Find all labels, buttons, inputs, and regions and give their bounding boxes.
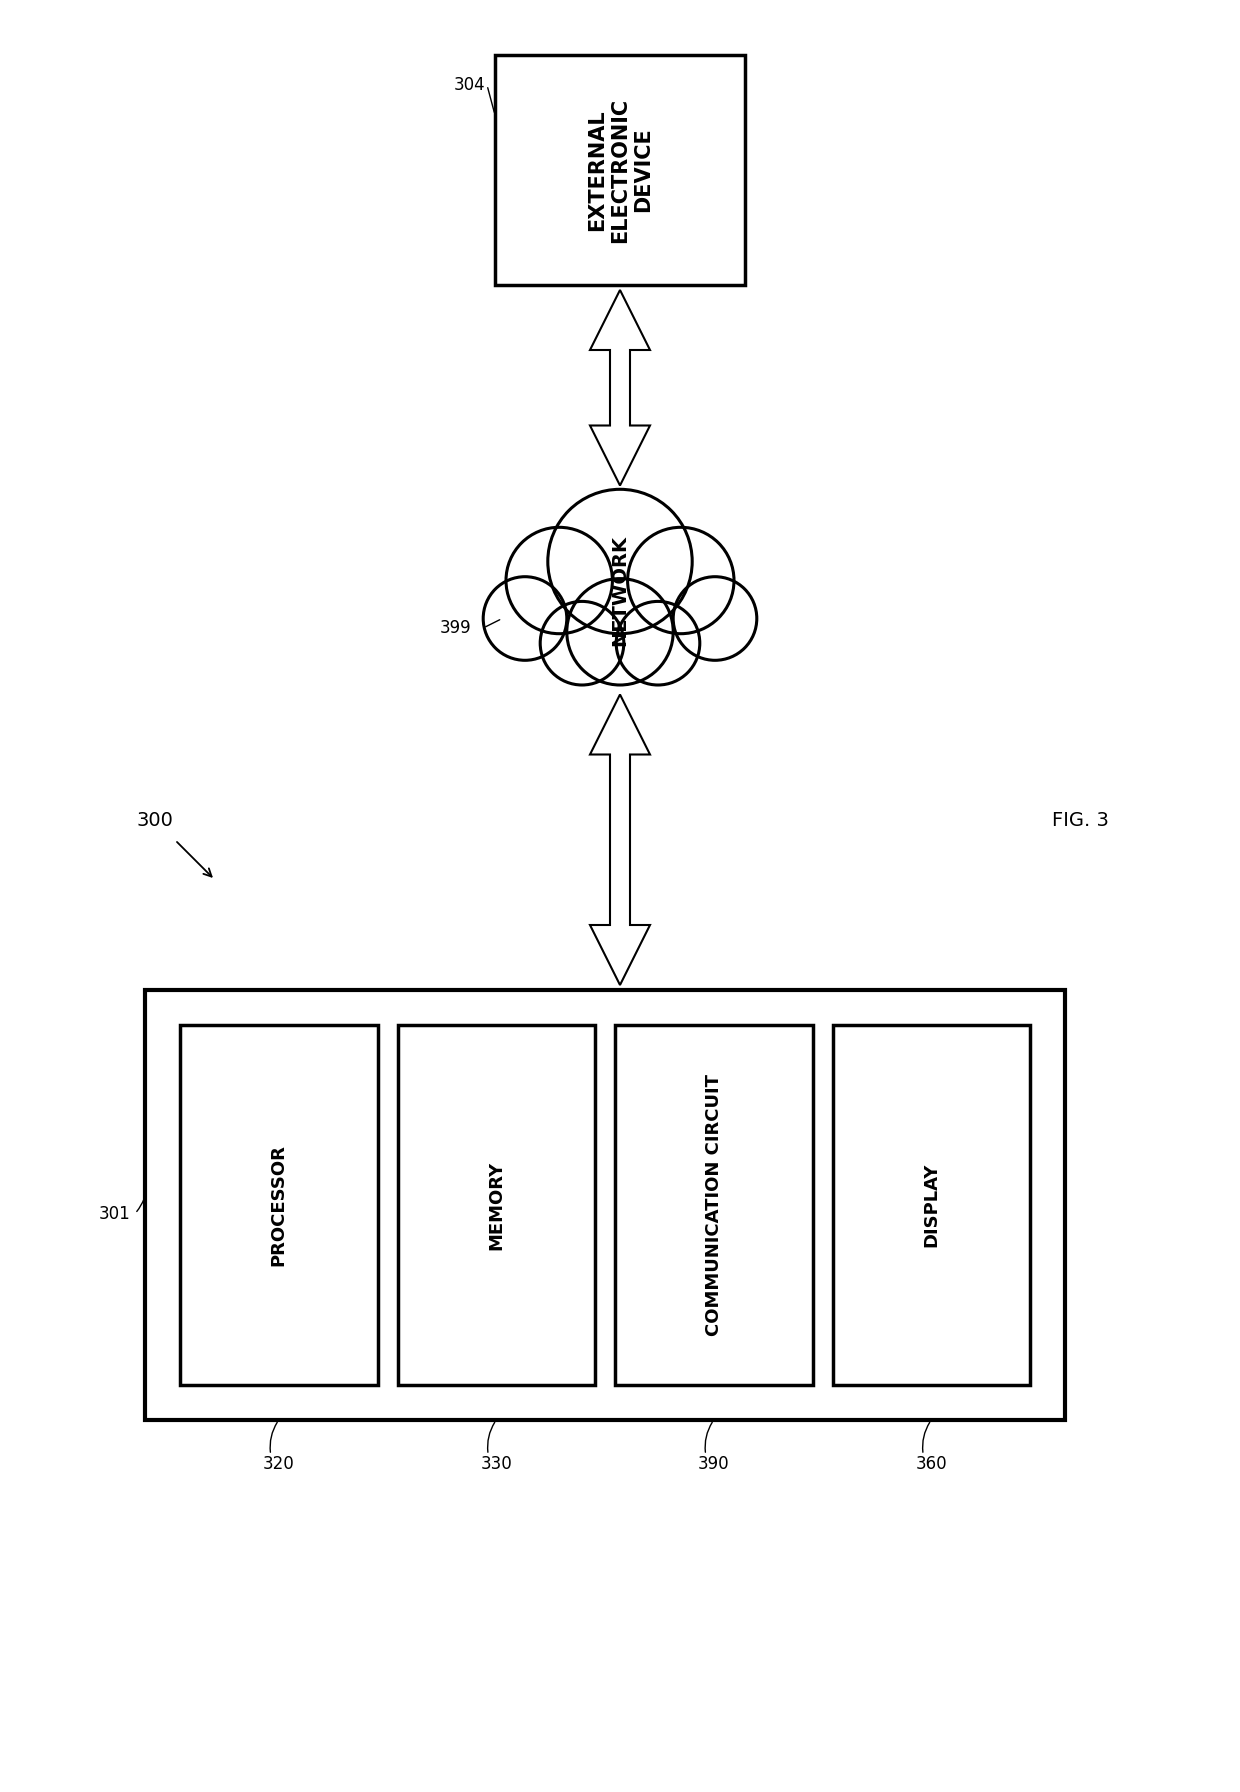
Text: 360: 360 <box>915 1455 947 1473</box>
Circle shape <box>541 602 624 685</box>
Text: 304: 304 <box>454 75 485 93</box>
Text: 320: 320 <box>263 1455 295 1473</box>
Text: 390: 390 <box>698 1455 729 1473</box>
FancyBboxPatch shape <box>495 56 745 285</box>
Circle shape <box>616 602 699 685</box>
FancyBboxPatch shape <box>398 1025 595 1385</box>
Text: PROCESSOR: PROCESSOR <box>270 1143 288 1265</box>
Text: FIG. 3: FIG. 3 <box>1052 810 1109 830</box>
Text: 301: 301 <box>98 1204 130 1222</box>
FancyBboxPatch shape <box>832 1025 1030 1385</box>
Text: 300: 300 <box>136 810 174 830</box>
Circle shape <box>548 489 692 634</box>
Polygon shape <box>590 695 650 986</box>
Text: DISPLAY: DISPLAY <box>923 1163 940 1247</box>
Text: 399: 399 <box>440 618 471 636</box>
Text: COMMUNICATION CIRCUIT: COMMUNICATION CIRCUIT <box>704 1073 723 1337</box>
FancyBboxPatch shape <box>180 1025 377 1385</box>
Circle shape <box>484 577 567 659</box>
Circle shape <box>673 577 756 659</box>
Text: NETWORK: NETWORK <box>610 534 630 645</box>
Circle shape <box>506 527 613 634</box>
FancyBboxPatch shape <box>615 1025 812 1385</box>
Polygon shape <box>590 290 650 486</box>
Circle shape <box>627 527 734 634</box>
Circle shape <box>567 579 673 685</box>
Text: EXTERNAL
ELECTRONIC
DEVICE: EXTERNAL ELECTRONIC DEVICE <box>587 97 653 242</box>
Text: 330: 330 <box>480 1455 512 1473</box>
FancyBboxPatch shape <box>145 989 1065 1419</box>
Text: MEMORY: MEMORY <box>487 1161 505 1249</box>
